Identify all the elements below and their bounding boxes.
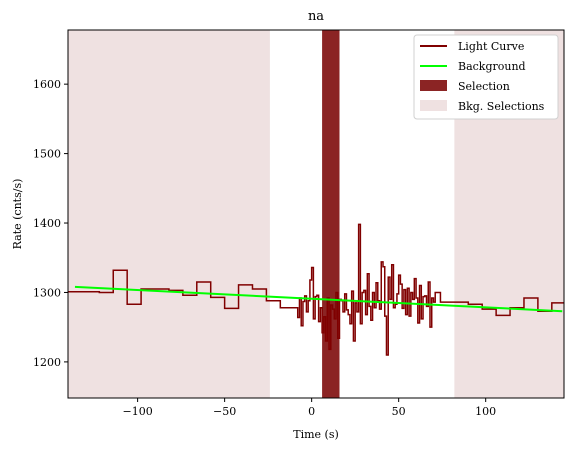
x-tick-label: 0 (308, 405, 315, 418)
legend-bkg-selections-swatch (420, 100, 447, 111)
plot-frame (67, 29, 565, 399)
background-line (74, 285, 563, 313)
legend-selection-swatch (420, 80, 447, 91)
bkg-selection-band (68, 30, 270, 398)
x-tick-label: −50 (213, 405, 236, 418)
y-axis-title: Rate (cnts/s) (11, 179, 24, 250)
y-tick-label: 1600 (33, 78, 61, 91)
y-tick-label: 1400 (33, 217, 61, 230)
y-axis: 1200 1300 1400 1500 1600 (33, 78, 68, 369)
legend-background-label: Background (458, 60, 526, 73)
legend-light-curve-label: Light Curve (458, 40, 524, 53)
x-axis: −100 −50 0 50 100 (123, 398, 496, 418)
x-tick-label: 50 (392, 405, 406, 418)
legend-frame (413, 34, 559, 120)
y-tick-label: 1300 (33, 286, 61, 299)
y-tick-label: 1200 (33, 356, 61, 369)
x-tick-label: −100 (123, 405, 153, 418)
legend-bkg-selections-label: Bkg. Selections (458, 100, 545, 113)
legend: Light Curve Background Selection Bkg. Se… (413, 34, 559, 120)
chart-title: na (308, 9, 324, 24)
light-curve-line (68, 223, 564, 356)
x-tick-label: 100 (475, 405, 496, 418)
selection-layer (322, 30, 340, 398)
y-tick-label: 1500 (33, 148, 61, 161)
selection-band (322, 30, 340, 398)
x-axis-title: Time (s) (293, 428, 339, 441)
legend-selection-label: Selection (458, 80, 510, 93)
